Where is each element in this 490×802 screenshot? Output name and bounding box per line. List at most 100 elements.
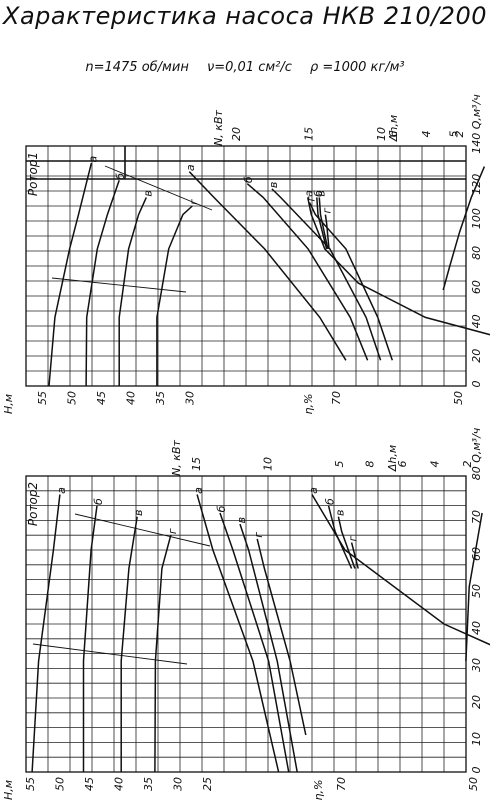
param-viscosity: ν=0,01 см²/с	[206, 60, 292, 75]
n-tick-label: 10	[262, 457, 275, 471]
curve-letter: а	[303, 190, 316, 197]
q-tick-label: 60	[470, 547, 483, 561]
curve-letter: а	[307, 487, 320, 494]
h-tick-label: 40	[112, 777, 125, 791]
h-axis-label: H,м	[2, 394, 15, 414]
eta-tick-label: 70	[335, 777, 348, 791]
curve-H-б	[85, 180, 120, 387]
curve-η-б	[327, 505, 353, 569]
page-title: Характеристика насоса НКВ 210/200	[3, 2, 487, 30]
n-tick-label: 15	[303, 127, 316, 141]
curve-letter: а	[86, 156, 99, 163]
n-tick-label: 15	[190, 457, 203, 471]
q-tick-label: 100	[470, 208, 483, 229]
curve-letter: г	[347, 535, 360, 541]
curve-N-б	[219, 512, 290, 773]
curve-letter: б	[215, 505, 228, 512]
dh-tick-label: 6	[387, 131, 400, 138]
h-tick-label: 50	[66, 391, 79, 405]
curve-letter: в	[267, 182, 280, 188]
curve-H-б	[82, 505, 98, 772]
q-tick-label: 40	[470, 621, 483, 635]
curve-letter: г	[166, 528, 179, 534]
curve-N-а	[196, 494, 280, 773]
curve-η-в	[318, 197, 329, 250]
curve-η-в	[337, 516, 356, 569]
chart-frame	[25, 475, 467, 773]
h-tick-label: 35	[142, 777, 155, 791]
curve-N-а	[188, 171, 347, 361]
curve-letter: а	[192, 487, 205, 494]
curve-letter: а	[55, 487, 68, 494]
curve-H-в	[118, 197, 147, 386]
dh-tick-label: 4	[420, 131, 433, 138]
efficiency-line	[32, 643, 188, 665]
curve-H-а	[31, 494, 61, 773]
curve-Δh	[465, 512, 483, 662]
h-tick-label: 35	[154, 391, 167, 405]
dh-tick-label: 2	[453, 131, 466, 138]
param-density: ρ =1000 кг/м³	[310, 60, 405, 75]
dh-tick-label: 6	[396, 461, 409, 468]
curve-letter: г	[305, 195, 318, 201]
param-speed: n=1475 об/мин	[85, 60, 189, 75]
dh-tick-label: 2	[461, 461, 474, 468]
curve-N-в	[271, 188, 382, 361]
n-tick-label: 5	[448, 131, 461, 138]
q-tick-label: 10	[470, 732, 483, 746]
efficiency-line	[74, 513, 211, 547]
curve-H-в	[120, 516, 138, 772]
curve-letter: в	[333, 509, 346, 515]
n-tick-label: 20	[230, 127, 243, 141]
h-tick-label: 45	[95, 391, 108, 405]
grid	[26, 146, 466, 386]
curve-η-а	[306, 197, 490, 336]
curve-η-г	[324, 214, 330, 249]
curve-N-в	[239, 523, 298, 773]
eta-axis-label: η,%	[312, 780, 325, 801]
q-tick-label: 50	[470, 584, 483, 598]
q-axis-label: 80 Q,м³/ч	[470, 427, 483, 480]
n-axis-label: N, кВт	[170, 440, 183, 476]
dh-tick-label: 4	[428, 461, 441, 468]
n-tick-label: 5	[333, 461, 346, 468]
curve-letter: г	[252, 532, 265, 538]
curve-letter: б	[114, 173, 127, 180]
curve-letter: в	[314, 190, 327, 196]
h-tick-label: 25	[201, 777, 214, 791]
curve-η-г	[350, 542, 359, 569]
q-tick-label: 20	[470, 695, 483, 709]
h-tick-label: 40	[125, 391, 138, 405]
q-tick-label: 40	[470, 314, 483, 328]
dh-axis-label: Δh,м	[387, 115, 400, 142]
curve-N-б	[246, 183, 369, 361]
curve-η-б	[316, 197, 328, 250]
q-tick-label: 0	[470, 767, 483, 774]
q-tick-label: 20	[470, 349, 483, 363]
curve-H-г	[156, 205, 193, 386]
chart-frame	[25, 145, 467, 387]
dh-tick-label: 8	[364, 461, 377, 468]
q-axis-label: 140 Q,м³/ч	[470, 94, 483, 154]
curve-Δh	[442, 166, 486, 291]
curve-letter: в	[141, 190, 154, 196]
curve-η-а	[311, 494, 490, 646]
n-tick-label: 10	[375, 127, 388, 141]
eta-tick-label: 50	[452, 391, 465, 405]
efficiency-line	[104, 165, 213, 211]
curve-letter: б	[92, 498, 105, 505]
curve-N-г	[256, 538, 307, 736]
rotor-label: Ротор1	[26, 152, 40, 196]
h-tick-label: 45	[83, 777, 96, 791]
curve-letter: г	[187, 199, 200, 205]
dh-axis-label: Δh,м	[386, 445, 399, 472]
curve-letter: в	[132, 509, 145, 515]
q-tick-label: 30	[470, 658, 483, 672]
h-tick-label: 55	[36, 391, 49, 405]
h-tick-label: 30	[184, 391, 197, 405]
